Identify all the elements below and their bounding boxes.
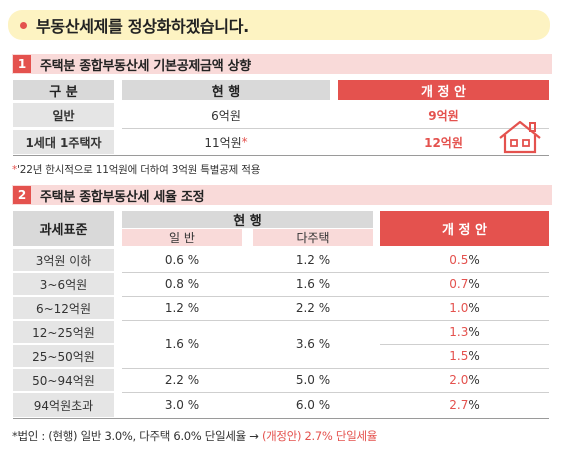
section2-footnote-text: *법인 : (현행) 일반 3.0%, 다주택 6.0% 단일세율 → [12,429,262,443]
table2-header-bracket: 과세표준 [13,211,114,246]
table2-row3-revised-unit: % [468,301,480,315]
table2-row4-general: 1.6 % [164,337,200,351]
table2-divider [380,344,549,345]
table2-header-multi: 다주택 [253,229,373,246]
section1-note-mark: * [12,164,18,176]
section2-title: 주택분 종합부동산세 세율 조정 [40,189,205,205]
table2-row4-bracket: 12~25억원 [13,321,114,343]
table1-row2-current: 11억원 * [122,130,330,154]
table2-row1-bracket: 3억원 이하 [13,249,114,271]
table1-row1-category: 일반 [13,103,114,127]
table2-row2-revised: 0.7 % [380,273,549,295]
banner-title: 부동산세제를 정상화하겠습니다. [36,17,249,36]
section2-number: 2 [13,186,31,204]
table1-row2-revised: 12억원 [424,135,463,150]
table2-row3-bracket: 6~12억원 [13,297,114,319]
table2-row6-multi: 5.0 % [295,373,331,387]
table2-row6-revised: 2.0 % [380,369,549,391]
table2-row4-revised: 1.3 % [380,321,549,343]
table2-row3-revised-value: 1.0 [449,301,469,315]
table2-row1-revised-value: 0.5 [449,253,469,267]
table2-row5-revised-unit: % [468,349,480,363]
table2-row5-bracket: 25~50억원 [13,345,114,367]
table2-row7-bracket: 94억원초과 [13,393,114,417]
table2-header-revised: 개 정 안 [380,211,549,246]
section1-title: 주택분 종합부동산세 기본공제금액 상향 [40,58,251,74]
table2-row6-general: 2.2 % [164,373,200,387]
table2-row1-general: 0.6 % [164,253,200,267]
table2-row1-revised: 0.5 % [380,249,549,271]
table2-row2-revised-unit: % [468,277,480,291]
table2-row6-revised-value: 2.0 [449,373,469,387]
table2-row3-general: 1.2 % [164,301,200,315]
table2-row7-revised: 2.7 % [380,393,549,417]
table2-row2-bracket: 3~6억원 [13,273,114,295]
table2-row1-multi: 1.2 % [295,253,331,267]
table2-row7-revised-unit: % [468,398,480,412]
table1-divider [122,128,549,129]
table1-row2-current-value: 11억원 [204,135,242,150]
table2-row5-revised: 1.5 % [380,345,549,367]
title-banner: 부동산세제를 정상화하겠습니다. [8,10,550,40]
table2-divider [122,368,549,369]
section1-header: 1 주택분 종합부동산세 기본공제금액 상향 [12,54,552,74]
table2-divider [122,272,549,273]
table1-bottom-rule [13,155,549,156]
section2-footnote: *법인 : (현행) 일반 3.0%, 다주택 6.0% 단일세율 → (개정안… [12,428,377,444]
table2-row1-revised-unit: % [468,253,480,267]
table2-row2-multi: 1.6 % [295,277,331,291]
table2-row3-multi: 2.2 % [295,301,331,315]
section1-note: *'22년 한시적으로 11억원에 더하여 3억원 특별공제 적용 [12,162,260,177]
table1-row2-current-mark: * [241,135,248,149]
section1-note-text: '22년 한시적으로 11억원에 더하여 3억원 특별공제 적용 [17,164,261,176]
table2-row7-multi: 6.0 % [295,398,331,412]
table2-row7-revised-value: 2.7 [449,398,469,412]
table1-header-category: 구 분 [13,80,114,100]
table2-header-general: 일 반 [122,229,242,246]
table2-row5-revised-value: 1.5 [449,349,469,363]
section2-header: 2 주택분 종합부동산세 세율 조정 [12,185,552,205]
section2-footnote-highlight: (개정안) 2.7% 단일세율 [261,429,378,443]
table1-row1-revised: 9억원 [428,108,459,123]
table1-header-revised: 개 정 안 [338,80,549,100]
table2-row3-revised: 1.0 % [380,297,549,319]
table2-divider [122,392,549,393]
table2-row4-multi: 3.6 % [295,337,331,351]
house-icon [499,120,541,154]
table2-divider [122,296,549,297]
table1-row2-category: 1세대 1주택자 [13,130,114,154]
table2-header-current: 현 행 [122,211,373,229]
table1-row1-current: 6억원 [211,108,241,123]
table1-header-current: 현 행 [122,80,330,100]
table2-row6-revised-unit: % [468,373,480,387]
table2-bottom-rule [13,418,549,419]
table2-row4-revised-unit: % [468,325,480,339]
bullet-dot-icon [20,21,27,29]
section1-number: 1 [13,55,31,73]
table2-row7-general: 3.0 % [164,398,200,412]
table2-row6-bracket: 50~94억원 [13,369,114,391]
table2-row2-revised-value: 0.7 [449,277,469,291]
table2-row2-general: 0.8 % [164,277,200,291]
table2-row4-revised-value: 1.3 [449,325,469,339]
table2-divider [122,320,549,321]
